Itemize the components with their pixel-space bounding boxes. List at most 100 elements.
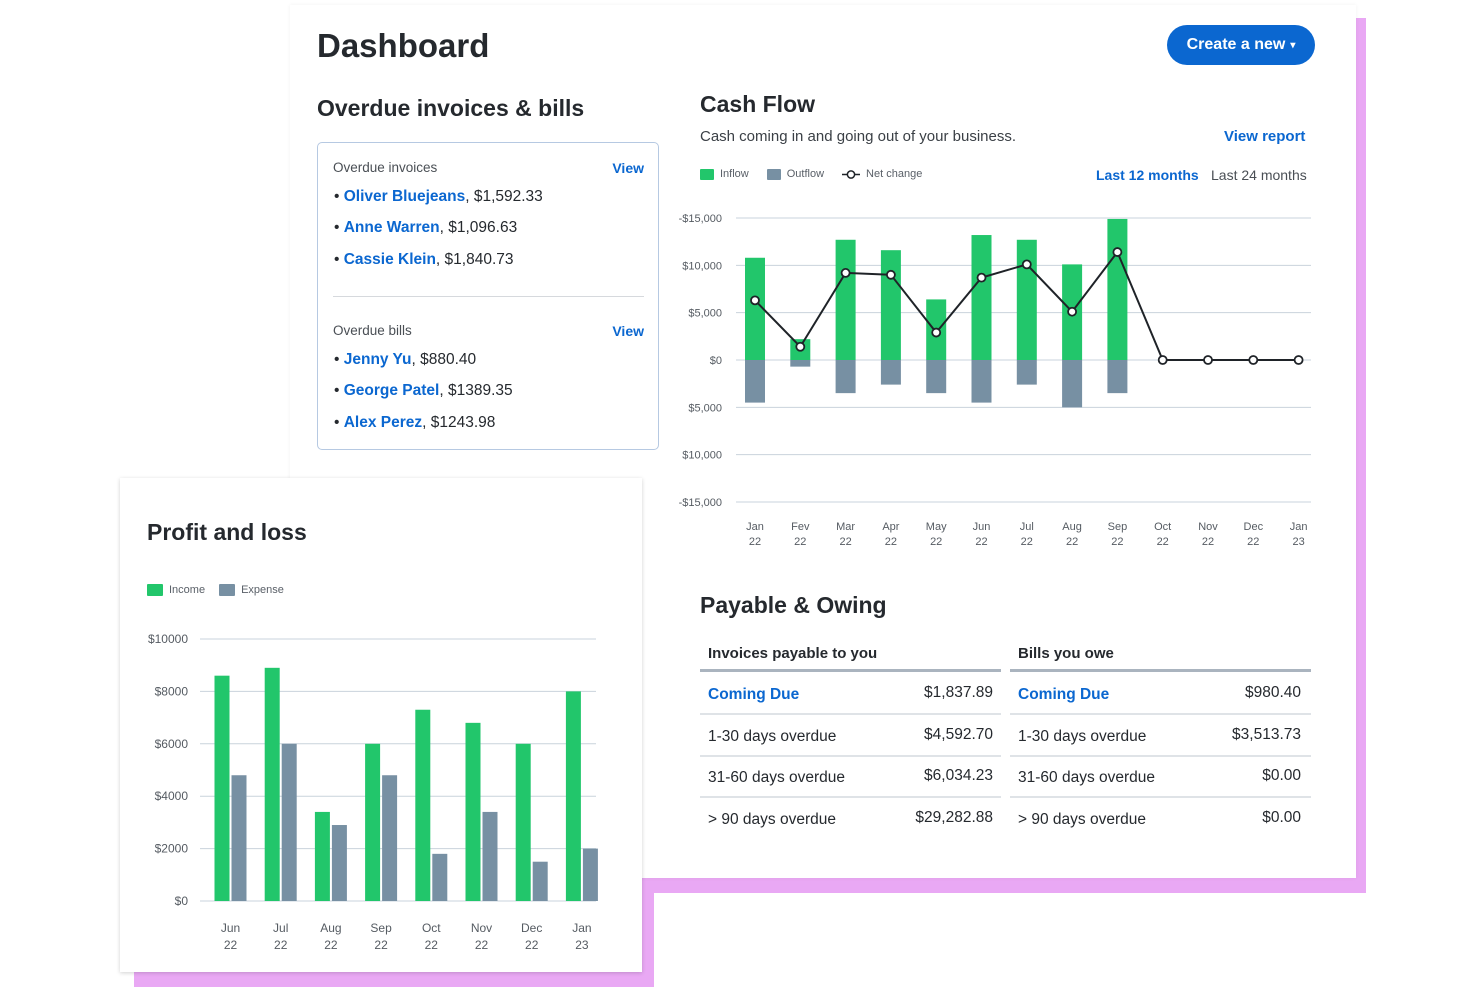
outflow-bar	[1107, 360, 1128, 394]
vendor-link[interactable]: Alex Perez	[343, 414, 423, 431]
row-label[interactable]: Coming Due	[1018, 686, 1110, 703]
vendor-link[interactable]: George Patel	[343, 382, 440, 399]
vendor-link[interactable]: Jenny Yu	[343, 351, 412, 368]
x-tick-label: Mar	[836, 521, 855, 533]
customer-link[interactable]: Anne Warren	[343, 219, 440, 236]
invoices-payable-header: Invoices payable to you	[708, 645, 878, 662]
expense-bar	[331, 825, 347, 901]
page-title: Dashboard	[317, 27, 490, 64]
x-tick-label: Jul	[1020, 521, 1034, 533]
y-tick-label: $2000	[155, 842, 189, 856]
payable-title: Payable & Owing	[700, 592, 887, 618]
expense-bar	[382, 775, 398, 901]
x-tick-label: 22	[1021, 536, 1033, 548]
create-new-label: Create a new	[1186, 36, 1286, 53]
y-tick-label: $0	[175, 894, 189, 908]
x-tick-label: 22	[1066, 536, 1078, 548]
income-bar	[515, 743, 531, 901]
profit-loss-legend: Income Expense	[147, 584, 284, 596]
divider	[333, 296, 644, 297]
range-last-24-months[interactable]: Last 24 months	[1211, 167, 1307, 183]
list-item: • Alex Perez, $1243.98	[334, 414, 496, 431]
net-change-point	[1248, 355, 1259, 365]
net-change-point	[840, 268, 851, 278]
invoice-amount: $1,837.89	[924, 684, 993, 701]
legend-label: Income	[169, 584, 206, 596]
x-tick-label: Jan	[746, 521, 764, 533]
range-last-12-months[interactable]: Last 12 months	[1096, 167, 1199, 183]
table-header-rule	[1010, 669, 1311, 672]
expense-bar	[281, 743, 297, 901]
table-row-divider	[1010, 713, 1311, 715]
x-tick-label: May	[926, 521, 947, 533]
outflow-bar	[790, 360, 811, 367]
outflow-bar	[745, 360, 765, 403]
income-bar	[465, 722, 481, 901]
y-tick-label: $5,000	[688, 402, 722, 414]
x-tick-label: 22	[930, 536, 942, 548]
expense-swatch	[219, 584, 236, 596]
bill-amount: $980.40	[1244, 684, 1301, 701]
chevron-down-icon: ▾	[1290, 39, 1296, 51]
y-tick-label: $10,000	[682, 450, 722, 462]
amount: , $1243.98	[422, 414, 496, 431]
expense-bar	[532, 861, 548, 901]
net-change-point	[1112, 247, 1123, 257]
x-tick-label: 22	[839, 536, 851, 548]
x-tick-label: Apr	[882, 521, 899, 533]
row-label: 1-30 days overdue	[708, 728, 837, 745]
expense-bar	[432, 853, 448, 901]
customer-link[interactable]: Oliver Bluejeans	[343, 188, 466, 205]
x-tick-label: 22	[794, 536, 806, 548]
list-item: • Jenny Yu, $880.40	[334, 351, 477, 368]
expense-bar	[231, 775, 247, 901]
x-tick-label: Aug	[1062, 521, 1082, 533]
bill-amount: $0.00	[1262, 767, 1301, 784]
table-row-divider	[700, 713, 1001, 715]
income-bar	[264, 667, 280, 901]
profit-loss-card	[120, 478, 642, 972]
income-bar	[365, 743, 381, 901]
outflow-bar	[1062, 360, 1083, 408]
cashflow-chart: -$15,000 $10,000 $5,000 $0 $5,000 $10,000 -$15…	[679, 213, 1311, 548]
x-tick-label: 22	[224, 938, 238, 952]
outflow-swatch	[766, 168, 781, 180]
net-change-point	[931, 327, 942, 338]
net-change-point	[750, 295, 760, 306]
view-report-link[interactable]: View report	[1224, 128, 1306, 145]
x-tick-label: Dec	[521, 921, 542, 935]
x-tick-label: Oct	[1154, 521, 1171, 533]
row-label[interactable]: Coming Due	[708, 686, 800, 703]
inflow-bar	[1107, 218, 1128, 360]
x-tick-label: Fev	[791, 521, 810, 533]
bill-amount: $3,513.73	[1232, 726, 1301, 743]
cashflow-title: Cash Flow	[700, 91, 816, 117]
row-label: > 90 days overdue	[708, 811, 836, 828]
x-tick-label: Jun	[973, 521, 991, 533]
table-header-rule	[700, 669, 1001, 672]
amount: , $1389.35	[439, 382, 513, 399]
bills-owe-header: Bills you owe	[1018, 645, 1114, 662]
table-row-divider	[700, 755, 1001, 757]
x-tick-label: Jun	[221, 921, 240, 935]
x-tick-label: Jul	[273, 921, 288, 935]
x-tick-label: 22	[1247, 536, 1259, 548]
create-new-button[interactable]: Create a new ▾	[1167, 25, 1315, 65]
profit-loss-title: Profit and loss	[147, 519, 307, 545]
customer-link[interactable]: Cassie Klein	[343, 251, 436, 268]
view-bills-link[interactable]: View	[612, 323, 644, 339]
inflow-bar	[1016, 239, 1037, 360]
x-tick-label: 22	[475, 938, 489, 952]
x-tick-label: 22	[975, 536, 987, 548]
amount: , $1,840.73	[435, 251, 514, 268]
x-tick-label: 22	[324, 938, 338, 952]
net-change-point	[1203, 355, 1213, 365]
amount: , $880.40	[411, 351, 477, 368]
view-invoices-link[interactable]: View	[612, 160, 644, 176]
y-tick-label: $6000	[155, 737, 189, 751]
y-tick-label: $0	[710, 355, 722, 367]
legend-label: Outflow	[786, 168, 825, 180]
x-tick-label: 22	[1157, 536, 1169, 548]
inflow-bar	[971, 235, 992, 360]
net-change-point	[1021, 259, 1032, 270]
